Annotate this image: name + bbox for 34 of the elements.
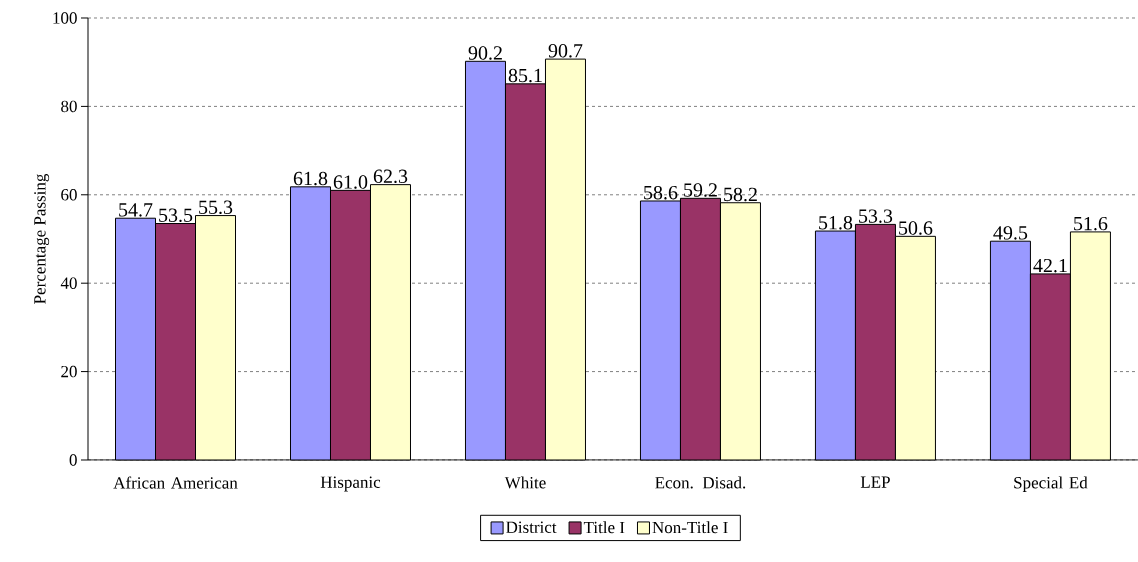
y-axis-title: Percentage Passing — [34, 173, 50, 304]
y-tick-label: 100 — [53, 12, 77, 24]
data-label: 58.2 — [724, 187, 757, 202]
y-tick-label: 20 — [61, 365, 77, 378]
data-label: 90.2 — [468, 46, 502, 60]
data-label: 90.7 — [548, 44, 583, 58]
x-tick-label: African American — [113, 476, 238, 489]
x-tick-label: LEP — [860, 476, 890, 488]
y-tick-label: 0 — [69, 454, 77, 466]
data-label: 51.6 — [1074, 216, 1108, 231]
data-label: 61.0 — [333, 175, 368, 189]
data-label: 51.8 — [819, 215, 853, 230]
data-label: 42.1 — [1033, 258, 1067, 273]
data-label: 50.6 — [899, 221, 933, 235]
data-label: 55.3 — [199, 200, 233, 215]
x-tick-label: Econ. Disad. — [655, 476, 746, 489]
legend-label: Non-Title I — [652, 521, 728, 534]
data-label: 49.5 — [993, 226, 1028, 240]
data-label: 62.3 — [373, 169, 408, 184]
y-tick-label: 40 — [60, 277, 77, 289]
legend-label: District — [506, 521, 557, 533]
data-label: 53.5 — [159, 208, 193, 223]
x-tick-label: Hispanic — [320, 476, 381, 492]
y-tick-label: 80 — [61, 100, 77, 113]
y-tick-label: 60 — [61, 189, 77, 201]
data-label: 58.6 — [644, 185, 678, 200]
x-tick-label: Special Ed — [1014, 476, 1088, 492]
x-tick-label: White — [504, 476, 546, 489]
data-label: 53.3 — [859, 209, 893, 223]
data-label: 85.1 — [508, 68, 542, 83]
data-label: 59.2 — [684, 183, 717, 197]
legend-label: Title I — [583, 521, 625, 534]
data-label: 61.8 — [293, 171, 328, 186]
data-label: 54.7 — [119, 203, 153, 217]
